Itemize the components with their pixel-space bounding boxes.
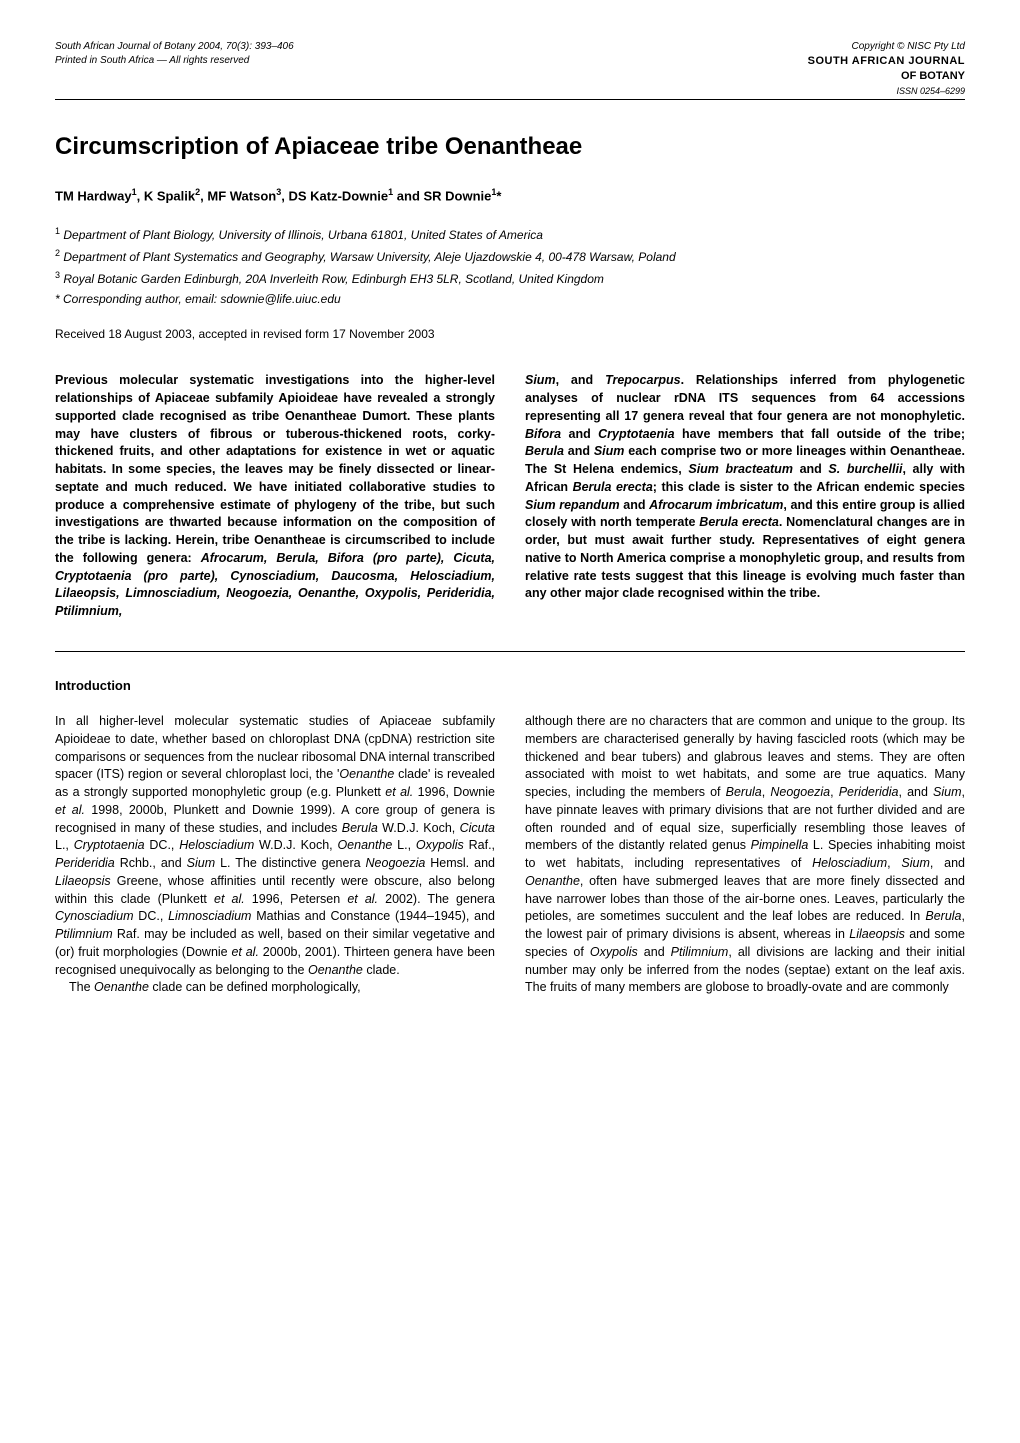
running-header: South African Journal of Botany 2004, 70… — [55, 40, 965, 100]
abstract: Previous molecular systematic investigat… — [55, 372, 965, 621]
printed-line: Printed in South Africa — All rights res… — [55, 54, 294, 68]
affiliations-block: 1 Department of Plant Biology, Universit… — [55, 225, 965, 287]
issn: ISSN 0254–6299 — [808, 85, 965, 98]
article-title: Circumscription of Apiaceae tribe Oenant… — [55, 130, 965, 164]
body-paragraph: The Oenanthe clade can be defined morpho… — [55, 979, 495, 997]
header-right: Copyright © NISC Pty Ltd SOUTH AFRICAN J… — [808, 40, 965, 97]
section-divider — [55, 651, 965, 652]
body-col-left: In all higher-level molecular systematic… — [55, 713, 495, 997]
received-date: Received 18 August 2003, accepted in rev… — [55, 326, 965, 343]
affiliation: 2 Department of Plant Systematics and Ge… — [55, 247, 965, 266]
abstract-col-left: Previous molecular systematic investigat… — [55, 372, 495, 621]
copyright-line: Copyright © NISC Pty Ltd — [808, 40, 965, 54]
affiliation: 3 Royal Botanic Garden Edinburgh, 20A In… — [55, 269, 965, 288]
journal-name: SOUTH AFRICAN JOURNAL — [808, 54, 965, 69]
body-paragraph: In all higher-level molecular systematic… — [55, 713, 495, 979]
authors: TM Hardway1, K Spalik2, MF Watson3, DS K… — [55, 186, 965, 206]
header-left: South African Journal of Botany 2004, 70… — [55, 40, 294, 68]
citation-line: South African Journal of Botany 2004, 70… — [55, 40, 294, 54]
body-col-right: although there are no characters that ar… — [525, 713, 965, 997]
affiliation: 1 Department of Plant Biology, Universit… — [55, 225, 965, 244]
abstract-col-right: Sium, and Trepocarpus. Relationships inf… — [525, 372, 965, 621]
corresponding-author: * Corresponding author, email: sdownie@l… — [55, 291, 965, 308]
section-heading: Introduction — [55, 677, 965, 695]
body-columns: In all higher-level molecular systematic… — [55, 713, 965, 997]
body-paragraph: although there are no characters that ar… — [525, 713, 965, 997]
journal-subname: OF BOTANY — [808, 69, 965, 84]
